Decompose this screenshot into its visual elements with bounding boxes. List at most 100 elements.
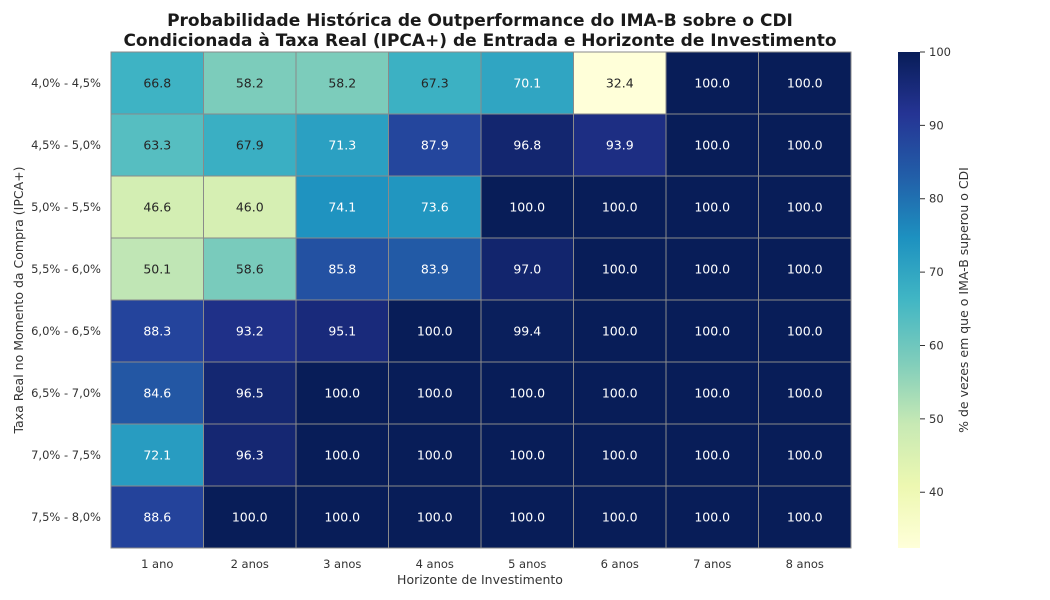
x-tick-labels: 1 ano 2 anos 3 anos 4 anos 5 anos 6 anos 7 ano… [141,557,824,571]
cell-value-label: 58.2 [236,76,264,91]
cell-value-label: 100.0 [602,324,638,339]
heatmap-cell [758,175,852,239]
heatmap-cell [295,51,389,115]
cell-value-label: 100.0 [232,510,268,525]
cell-value-label: 93.9 [606,138,634,153]
cell-value-label: 100.0 [602,448,638,463]
cell-value-label: 100.0 [602,200,638,215]
cell-value-label: 32.4 [606,76,634,91]
x-tick-label: 5 anos [508,557,546,571]
y-tick-label: 6,0% - 6,5% [31,324,101,338]
colorbar [898,52,920,548]
cell-value-label: 96.5 [236,386,264,401]
x-axis-label: Horizonte de Investimento [397,572,563,587]
colorbar-tick-label: 90 [929,118,944,132]
y-tick-labels: 4,0% - 4,5% 4,5% - 5,0% 5,0% - 5,5% 5,5% - … [31,76,101,524]
heatmap-cell [110,485,204,549]
colorbar-label: % de vezes em que o IMA-B superou o CDI [956,167,971,433]
cell-value-label: 100.0 [417,510,453,525]
heatmap-cell [388,237,482,301]
cell-value-label: 100.0 [787,200,823,215]
cell-value-label: 74.1 [328,200,356,215]
heatmap-cell [758,361,852,425]
cell-value-label: 100.0 [787,324,823,339]
heatmap-cell [665,361,759,425]
cell-value-label: 100.0 [417,448,453,463]
cell-value-label: 88.6 [143,510,171,525]
cell-value-label: 50.1 [143,262,171,277]
cell-value-label: 97.0 [513,262,541,277]
cell-value-label: 71.3 [328,138,356,153]
heatmap-cell [665,237,759,301]
cell-value-label: 100.0 [787,448,823,463]
cell-value-label: 88.3 [143,324,171,339]
heatmap-cell [110,423,204,487]
colorbar-ticks: 40 50 60 70 80 90 100 [920,45,951,499]
cell-value-label: 95.1 [328,324,356,339]
x-tick-label: 3 anos [323,557,361,571]
cell-value-label: 73.6 [421,200,449,215]
heatmap-cell [480,51,574,115]
cell-value-label: 100.0 [694,262,730,277]
cell-value-label: 100.0 [694,448,730,463]
heatmap-cell [573,113,667,177]
heatmap-cell [388,51,482,115]
cell-value-label: 46.0 [236,200,264,215]
colorbar-tick-label: 60 [929,338,944,352]
y-tick-label: 4,5% - 5,0% [31,138,101,152]
heatmap-cell [295,237,389,301]
cell-value-label: 100.0 [694,324,730,339]
heatmap-cell [758,51,852,115]
cell-value-label: 93.2 [236,324,264,339]
heatmap-cell [110,237,204,301]
heatmap-cell [295,485,389,549]
cell-value-label: 72.1 [143,448,171,463]
cell-value-label: 100.0 [694,200,730,215]
cell-value-label: 100.0 [694,76,730,91]
heatmap-cell [573,361,667,425]
heatmap-cell [203,423,297,487]
heatmap-cell [758,113,852,177]
cell-value-label: 100.0 [324,510,360,525]
y-axis-label: Taxa Real no Momento da Compra (IPCA+) [11,166,26,434]
cell-value-label: 100.0 [787,510,823,525]
cell-value-label: 84.6 [143,386,171,401]
cell-value-label: 100.0 [694,138,730,153]
colorbar-tick-label: 70 [929,265,944,279]
x-tick-label: 2 anos [231,557,269,571]
cell-value-label: 67.9 [236,138,264,153]
heatmap-cell [203,485,297,549]
chart-title-line-2: Condicionada à Taxa Real (IPCA+) de Entr… [123,31,836,51]
heatmap-cell [110,51,204,115]
cell-value-label: 96.3 [236,448,264,463]
cell-value-label: 100.0 [509,386,545,401]
heatmap-cell [110,175,204,239]
heatmap-cell [295,361,389,425]
heatmap-cell [480,175,574,239]
y-tick-label: 5,5% - 6,0% [31,262,101,276]
heatmap-cell [665,299,759,363]
heatmap-cell [758,485,852,549]
chart-title-line-1: Probabilidade Histórica de Outperformanc… [167,11,793,31]
heatmap-cell [665,423,759,487]
colorbar-tick-label: 80 [929,192,944,206]
cell-value-label: 100.0 [602,386,638,401]
heatmap-cells: 66.8 58.2 58.2 67.3 70.1 32.4 100.0 100.0 63.3 67… [110,51,852,549]
cell-value-label: 67.3 [421,76,449,91]
cell-value-label: 83.9 [421,262,449,277]
cell-value-label: 100.0 [324,386,360,401]
cell-value-label: 100.0 [694,386,730,401]
x-tick-label: 6 anos [601,557,639,571]
cell-value-label: 100.0 [417,324,453,339]
colorbar-tick-label: 50 [929,412,944,426]
cell-value-label: 100.0 [417,386,453,401]
heatmap-cell [480,237,574,301]
heatmap-cell [758,423,852,487]
heatmap-cell [573,485,667,549]
heatmap-cell [295,175,389,239]
cell-value-label: 99.4 [513,324,541,339]
heatmap-cell [480,485,574,549]
heatmap-cell [388,299,482,363]
heatmap-cell [480,361,574,425]
